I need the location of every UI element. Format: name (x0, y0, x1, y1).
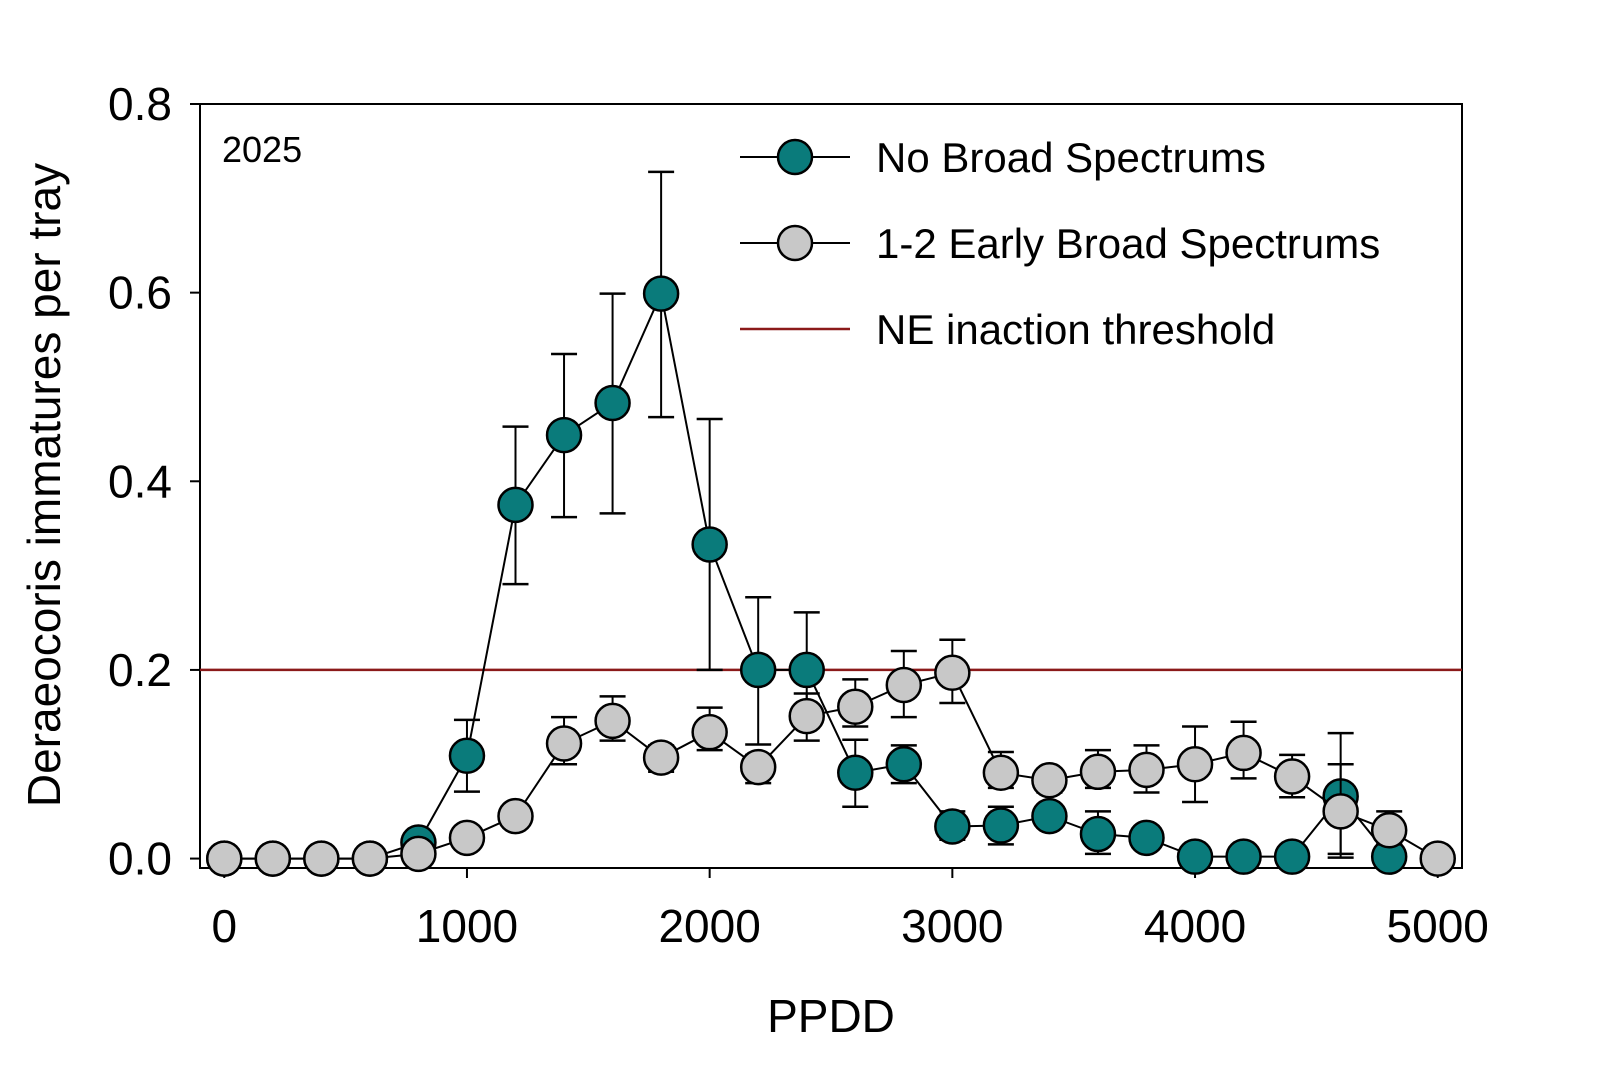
data-point (497, 486, 534, 524)
data-point (788, 697, 825, 735)
x-axis-label: PPDD (767, 990, 895, 1042)
data-point (497, 797, 534, 835)
y-tick-label: 0.8 (108, 78, 172, 130)
series-early-broad (206, 638, 1456, 877)
data-point (934, 808, 971, 845)
data-point (1128, 819, 1165, 857)
x-tick-label: 1000 (416, 900, 518, 952)
data-point (982, 754, 1020, 791)
data-point (691, 526, 728, 563)
legend-label-threshold: NE inaction threshold (876, 306, 1275, 353)
legend-label-no-broad: No Broad Spectrums (876, 134, 1266, 181)
series-line (224, 290, 1390, 860)
x-tick-label: 0 (211, 900, 237, 952)
data-point (1176, 745, 1214, 783)
data-point (1225, 838, 1262, 875)
data-point (642, 739, 680, 776)
y-tick-label: 0.2 (108, 644, 172, 696)
y-tick-label: 0.6 (108, 267, 172, 319)
data-point (739, 651, 777, 689)
data-point (545, 416, 583, 454)
data-point (837, 688, 874, 725)
x-tick-label: 5000 (1387, 900, 1489, 952)
series-no-broad (206, 170, 1408, 877)
data-point (691, 713, 728, 751)
data-point (788, 651, 825, 689)
y-tick-label: 0.4 (108, 455, 172, 507)
data-point (254, 840, 292, 877)
data-point (885, 666, 923, 704)
year-annotation: 2025 (222, 129, 302, 170)
data-point (545, 725, 583, 762)
data-point (642, 275, 680, 312)
data-point (351, 840, 389, 877)
data-point (885, 745, 923, 783)
data-point (594, 702, 631, 740)
plot-frame (199, 103, 1463, 869)
data-point (1079, 815, 1117, 853)
x-tick-label: 4000 (1144, 900, 1246, 952)
data-point (1370, 812, 1408, 849)
data-point (206, 840, 243, 877)
x-tick-label: 3000 (901, 900, 1003, 952)
data-point (303, 840, 340, 877)
data-point (1031, 762, 1068, 799)
data-point (1273, 758, 1311, 795)
data-point (448, 819, 486, 857)
data-point (594, 384, 631, 422)
data-point (982, 807, 1020, 844)
data-point (1419, 840, 1456, 877)
data-point (400, 835, 437, 873)
data-point (1273, 838, 1311, 875)
y-tick-label: 0.0 (108, 833, 172, 885)
data-point (1176, 838, 1214, 875)
data-point (1128, 751, 1165, 789)
data-point (837, 754, 874, 791)
x-tick-label: 2000 (658, 900, 760, 952)
legend-label-early-broad: 1-2 Early Broad Spectrums (876, 220, 1380, 267)
legend-marker-no-broad (776, 138, 814, 176)
data-point (1225, 734, 1262, 772)
legend: No Broad Spectrums 1-2 Early Broad Spect… (740, 134, 1380, 353)
data-point (739, 748, 777, 786)
data-point (1031, 797, 1068, 835)
legend-marker-early-broad (776, 224, 814, 262)
data-point (448, 737, 486, 775)
y-axis-label: Deraeocoris immatures per tray (18, 163, 70, 807)
data-point (1079, 753, 1117, 791)
data-point (934, 654, 971, 692)
data-point (1322, 793, 1359, 830)
